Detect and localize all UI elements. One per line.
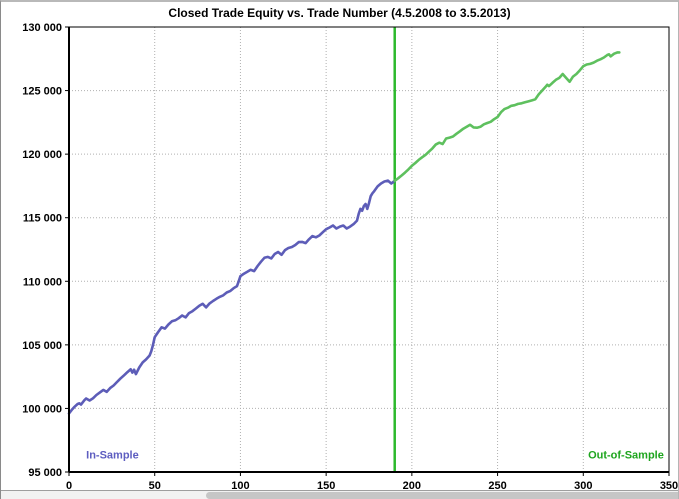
annotation-in-sample: In-Sample (86, 450, 139, 462)
x-tick-label: 50 (149, 480, 161, 492)
y-tick-label: 95 000 (28, 467, 62, 479)
chart-title: Closed Trade Equity vs. Trade Number (4.… (168, 6, 511, 20)
x-tick-label: 200 (403, 480, 421, 492)
y-tick-label: 120 000 (22, 149, 62, 161)
y-tick-label: 125 000 (22, 86, 62, 98)
x-tick-label: 0 (66, 480, 72, 492)
scrollbar-thumb[interactable] (206, 492, 678, 499)
annotation-out-of-sample: Out-of-Sample (588, 450, 664, 462)
y-tick-label: 105 000 (22, 340, 62, 352)
y-tick-label: 100 000 (22, 403, 62, 415)
x-tick-label: 250 (488, 480, 506, 492)
x-tick-label: 150 (317, 480, 335, 492)
y-tick-label: 130 000 (22, 22, 62, 34)
y-tick-label: 115 000 (23, 213, 62, 225)
y-tick-label: 110 000 (23, 276, 62, 288)
plot-border (68, 26, 670, 473)
x-tick-label: 100 (231, 480, 249, 492)
equity-curve-out-of-sample (393, 51, 621, 183)
equity-curve-in-sample (67, 179, 397, 415)
horizontal-scrollbar[interactable] (1, 490, 678, 499)
x-tick-label: 300 (574, 480, 592, 492)
x-tick-label: 350 (660, 480, 678, 492)
